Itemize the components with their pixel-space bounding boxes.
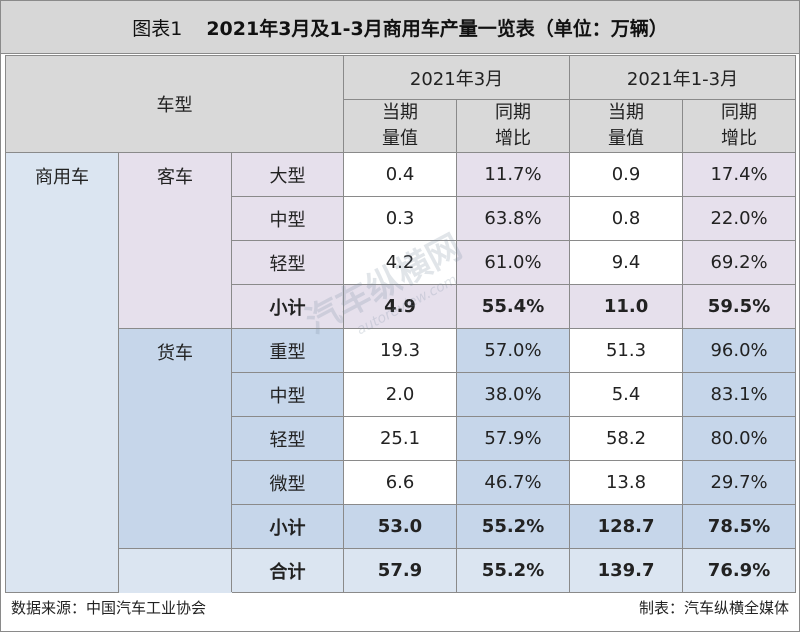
cell-ytd-yoy: 83.1% [682, 372, 797, 417]
cell-month-value: 4.9 [343, 284, 458, 329]
row-type: 大型 [230, 152, 345, 197]
header-row-top: 车型 2021年3月 2021年1-3月 [4, 55, 797, 153]
cell-month-yoy: 61.0% [456, 240, 571, 285]
cell-month-value: 19.3 [343, 328, 458, 373]
cell-ytd-value: 139.7 [569, 548, 684, 593]
table-row: 中型 2.0 38.0% 5.4 83.1% [6, 372, 797, 417]
cell-ytd-value: 0.9 [569, 152, 684, 197]
total-row: 合计 57.9 55.2% 139.7 76.9% [6, 548, 797, 593]
cell-ytd-value: 13.8 [569, 460, 684, 505]
table-row: 轻型 25.1 57.9% 58.2 80.0% [6, 416, 797, 461]
group-commercial-vehicle: 商用车 [5, 152, 119, 593]
cell-month-value: 25.1 [343, 416, 458, 461]
total-spacer [118, 548, 232, 593]
cell-ytd-value: 9.4 [569, 240, 684, 285]
header-period-month: 2021年3月 [343, 55, 571, 100]
row-type: 中型 [230, 196, 345, 241]
figure-number: 图表1 [132, 17, 183, 40]
table-row: 微型 6.6 46.7% 13.8 29.7% [6, 460, 797, 505]
cell-ytd-value: 11.0 [569, 284, 684, 329]
cell-ytd-yoy: 59.5% [682, 284, 797, 329]
title-bar: 图表1 2021年3月及1-3月商用车产量一览表（单位：万辆） [1, 1, 799, 54]
row-type: 重型 [230, 328, 345, 373]
cell-month-value: 4.2 [343, 240, 458, 285]
header-ytd-yoy: 同期 增比 [682, 99, 797, 153]
cell-ytd-yoy: 96.0% [682, 328, 797, 373]
cell-month-yoy: 11.7% [456, 152, 571, 197]
cell-ytd-yoy: 80.0% [682, 416, 797, 461]
table-row: 轻型 4.2 61.0% 9.4 69.2% [6, 240, 797, 285]
cell-month-yoy: 57.9% [456, 416, 571, 461]
row-type: 微型 [230, 460, 345, 505]
cell-month-yoy: 55.2% [456, 548, 571, 593]
cell-month-value: 0.3 [343, 196, 458, 241]
cell-ytd-value: 5.4 [569, 372, 684, 417]
cell-ytd-value: 58.2 [569, 416, 684, 461]
header-ytd-current: 当期 量值 [569, 99, 684, 153]
row-type: 小计 [230, 504, 345, 549]
header-month-yoy: 同期 增比 [456, 99, 571, 153]
header-period-ytd: 2021年1-3月 [569, 55, 797, 100]
cell-month-value: 57.9 [343, 548, 458, 593]
cell-month-yoy: 38.0% [456, 372, 571, 417]
header-month-current: 当期 量值 [343, 99, 458, 153]
row-type: 小计 [230, 284, 345, 329]
credit-note: 制表：汽车纵横全媒体 [638, 599, 789, 617]
cell-month-yoy: 55.4% [456, 284, 571, 329]
row-type: 轻型 [230, 240, 345, 285]
cell-ytd-yoy: 22.0% [682, 196, 797, 241]
cell-month-value: 53.0 [343, 504, 458, 549]
page-title: 2021年3月及1-3月商用车产量一览表（单位：万辆） [206, 17, 668, 40]
cell-month-value: 6.6 [343, 460, 458, 505]
row-type: 合计 [230, 548, 345, 593]
cell-ytd-yoy: 76.9% [682, 548, 797, 593]
cell-month-yoy: 57.0% [456, 328, 571, 373]
cell-ytd-value: 0.8 [569, 196, 684, 241]
cell-month-yoy: 63.8% [456, 196, 571, 241]
table-row: 货车 重型 19.3 57.0% 51.3 96.0% [6, 328, 797, 549]
cell-ytd-yoy: 29.7% [682, 460, 797, 505]
cell-ytd-value: 51.3 [569, 328, 684, 373]
subtotal-row: 小计 4.9 55.4% 11.0 59.5% [6, 284, 797, 329]
category-bus: 客车 [118, 152, 232, 329]
cell-month-yoy: 55.2% [456, 504, 571, 549]
table-row: 商用车 客车 大型 0.4 11.7% 0.9 17.4% [5, 152, 797, 593]
production-table: 车型 2021年3月 2021年1-3月 当期 量值 同期 增比 当期 量值 同… [4, 55, 797, 593]
header-row-sub: 当期 量值 同期 增比 当期 量值 同期 增比 [6, 99, 797, 153]
row-type: 轻型 [230, 416, 345, 461]
row-type: 中型 [230, 372, 345, 417]
cell-ytd-yoy: 78.5% [682, 504, 797, 549]
table-row: 中型 0.3 63.8% 0.8 22.0% [6, 196, 797, 241]
cell-ytd-yoy: 17.4% [682, 152, 797, 197]
source-note: 数据来源：中国汽车工业协会 [11, 599, 207, 617]
cell-month-yoy: 46.7% [456, 460, 571, 505]
cell-month-value: 0.4 [343, 152, 458, 197]
category-truck: 货车 [118, 328, 232, 549]
header-vehicle-type: 车型 [4, 55, 345, 153]
cell-ytd-value: 128.7 [569, 504, 684, 549]
cell-month-value: 2.0 [343, 372, 458, 417]
cell-ytd-yoy: 69.2% [682, 240, 797, 285]
